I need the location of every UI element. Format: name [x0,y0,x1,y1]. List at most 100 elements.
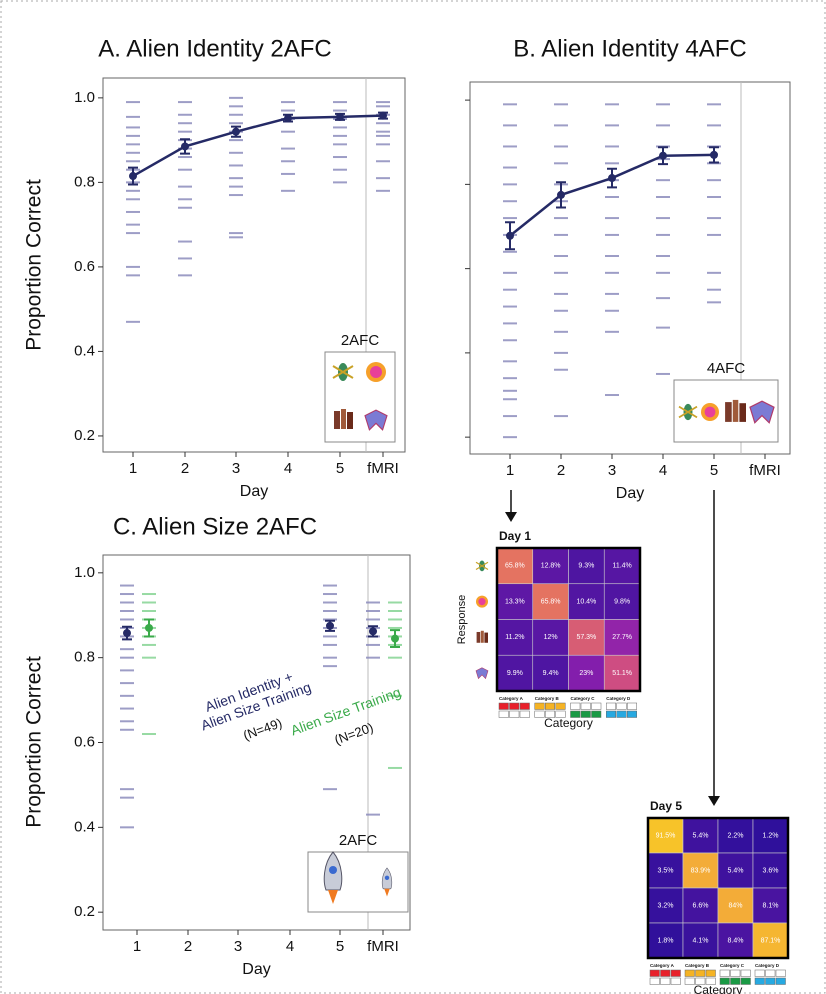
heatmap-x-label: Category [694,983,743,994]
icon-part [478,598,486,606]
icon-part [732,399,739,422]
category-legend-box [509,702,520,710]
category-legend-box [765,969,776,977]
x-tick-label: 1 [506,462,514,479]
y-tick-label: 0.2 [74,903,95,920]
icon-part [329,866,337,874]
category-legend-label: Category A [650,963,675,968]
mean-point [557,190,565,199]
category-legend-box [616,702,627,710]
heatmap-title: Day 1 [499,529,531,543]
cell-label: 51.1% [612,670,632,677]
x-axis-label: Day [242,961,270,978]
chart-title: A. Alien Identity 2AFC [98,35,331,62]
category-legend-box [498,702,509,710]
category-legend-box [627,702,637,710]
x-tick-label: 4 [286,938,294,955]
category-legend-box [684,977,695,985]
category-legend-box [545,702,555,710]
heat-cell [682,852,719,889]
arrow-head [505,512,517,522]
mean-point [506,231,514,240]
cell-label: 6.6% [693,902,709,909]
category-legend-box [740,969,751,977]
icon-part [341,409,346,429]
icon [332,363,354,381]
category-legend-box [555,710,566,718]
mean-point [659,151,667,160]
cell-label: 3.6% [763,867,779,874]
icon [364,409,388,431]
cell-label: 84% [728,902,742,909]
icon-part [476,631,481,643]
icon-part [678,405,698,419]
y-axis-label: Proportion Correct [23,656,46,828]
category-legend-box [649,969,660,977]
cell-label: 1.8% [658,937,674,944]
cell-label: 23% [579,670,593,677]
y-tick-label: 0.2 [74,427,95,444]
heat-cell [568,654,605,692]
mean-line [132,114,384,178]
chart-title: C. Alien Size 2AFC [113,513,317,540]
heat-cell [603,619,641,656]
mean-point [181,142,189,151]
category-legend-label: Category D [755,963,780,968]
x-tick-label: fMRI [367,460,399,477]
category-legend-box [555,702,566,710]
category-legend-box [509,710,520,718]
x-tick-label: 1 [133,938,141,955]
chart-title: B. Alien Identity 4AFC [513,35,746,62]
y-axis-label: Proportion Correct [23,179,46,351]
cell-label: 9.9% [507,670,523,677]
y-tick-label: 0.4 [74,818,95,835]
heat-cell [647,922,684,959]
mean-point [608,174,616,183]
heatmap-frame [495,546,642,693]
category-legend-box [649,977,660,985]
category-legend-box [719,977,730,985]
icon [678,403,698,421]
cell-label: 9.4% [543,670,559,677]
x-tick-label: 3 [232,460,240,477]
inset-label: 2AFC [341,332,380,349]
icon-part [484,632,488,643]
category-legend-box [684,969,695,977]
heat-cell [752,887,789,924]
icon [725,399,746,422]
category-legend-box [534,702,545,710]
arrow-head [708,796,720,806]
cell-label: 8.4% [728,937,744,944]
category-legend-label: Category B [685,963,710,968]
category-legend-box [545,710,555,718]
heatmap-y-label: Response [456,595,468,645]
y-tick-label: 0.8 [74,649,95,666]
y-tick-label: 0.6 [74,258,95,275]
icon-part [370,366,382,378]
y-tick-label: 1.0 [74,564,95,581]
icon [475,560,489,572]
icon-part [364,409,388,431]
mean-point [129,172,137,181]
icon-part [704,406,716,418]
y-tick-label: 0.4 [74,342,95,359]
cell-label: 8.1% [763,902,779,909]
x-tick-label: 5 [336,938,344,955]
cell-label: 5.4% [728,867,744,874]
mean-point [326,621,334,630]
cell-label: 9.8% [614,598,630,605]
icon [701,403,719,421]
category-legend-label: Category C [571,696,596,701]
category-legend-box [695,977,706,985]
category-legend-box [775,969,786,977]
icon [475,667,489,680]
x-tick-label: 2 [184,938,192,955]
icon-part [749,400,775,424]
heat-cell [568,583,605,620]
icon [749,400,775,424]
heat-cell [496,619,534,656]
cell-label: 5.4% [693,832,709,839]
category-legend-label: Category C [720,963,745,968]
cell-label: 3.2% [658,902,674,909]
